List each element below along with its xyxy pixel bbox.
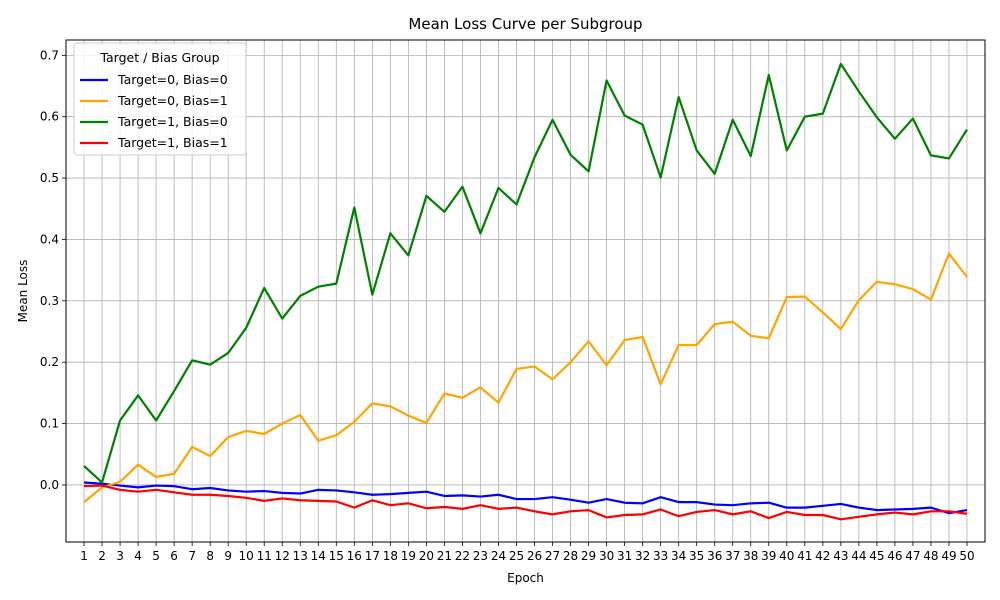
x-tick-label: 43 xyxy=(833,549,848,563)
x-tick-label: 42 xyxy=(815,549,830,563)
x-tick-label: 22 xyxy=(455,549,470,563)
x-tick-label: 13 xyxy=(293,549,308,563)
y-tick-label: 0.0 xyxy=(40,478,59,492)
series-lines xyxy=(83,62,968,521)
x-tick-label: 39 xyxy=(761,549,776,563)
x-tick-label: 11 xyxy=(257,549,272,563)
y-tick-label: 0.2 xyxy=(40,355,59,369)
y-tick-label: 0.6 xyxy=(40,110,59,124)
x-tick-label: 9 xyxy=(224,549,232,563)
x-tick-label: 46 xyxy=(887,549,902,563)
x-tick-label: 6 xyxy=(170,549,178,563)
x-tick-label: 17 xyxy=(365,549,380,563)
x-tick-label: 33 xyxy=(653,549,668,563)
x-axis-label: Epoch xyxy=(507,571,544,585)
y-tick-label: 0.1 xyxy=(40,417,59,431)
x-tick-label: 24 xyxy=(491,549,506,563)
x-tick-label: 50 xyxy=(959,549,974,563)
legend-label-3: Target=1, Bias=0 xyxy=(117,114,228,129)
y-tick-label: 0.5 xyxy=(40,171,59,185)
x-tick-label: 14 xyxy=(311,549,326,563)
x-tick-label: 23 xyxy=(473,549,488,563)
x-tick-label: 40 xyxy=(779,549,794,563)
x-tick-label: 30 xyxy=(599,549,614,563)
legend-box xyxy=(73,42,247,156)
x-tick-label: 1 xyxy=(80,549,88,563)
x-tick-label: 49 xyxy=(941,549,956,563)
x-tick-label: 45 xyxy=(869,549,884,563)
x-tick-label: 35 xyxy=(689,549,704,563)
x-tick-label: 20 xyxy=(419,549,434,563)
x-tick-label: 25 xyxy=(509,549,524,563)
x-tick-label: 47 xyxy=(905,549,920,563)
x-tick-label: 36 xyxy=(707,549,722,563)
legend-title: Target / Bias Group xyxy=(99,50,219,65)
plot-frame xyxy=(65,39,986,543)
x-tick-label: 41 xyxy=(797,549,812,563)
legend: Target / Bias Group Target=0, Bias=0Targ… xyxy=(73,42,247,156)
x-tick-label: 31 xyxy=(617,549,632,563)
x-tick-label: 10 xyxy=(239,549,254,563)
x-tick-label: 38 xyxy=(743,549,758,563)
y-tick-label: 0.4 xyxy=(40,232,59,246)
x-tick-label: 29 xyxy=(581,549,596,563)
x-tick-label: 12 xyxy=(275,549,290,563)
x-tick-label: 3 xyxy=(116,549,124,563)
x-tick-label: 34 xyxy=(671,549,686,563)
x-tick-label: 28 xyxy=(563,549,578,563)
x-tick-label: 48 xyxy=(923,549,938,563)
x-tick-label: 5 xyxy=(152,549,160,563)
x-tick-label: 44 xyxy=(851,549,866,563)
x-tick-label: 15 xyxy=(329,549,344,563)
x-tick-label: 16 xyxy=(347,549,362,563)
x-tick-label: 4 xyxy=(134,549,142,563)
x-tick-label: 32 xyxy=(635,549,650,563)
y-tick-label: 0.7 xyxy=(40,48,59,62)
series-line-2 xyxy=(83,252,968,503)
y-axis-label: Mean Loss xyxy=(16,260,30,323)
x-tick-label: 26 xyxy=(527,549,542,563)
series-line-1 xyxy=(83,481,968,515)
x-tick-label: 19 xyxy=(401,549,416,563)
chart-title: Mean Loss Curve per Subgroup xyxy=(408,15,642,33)
legend-label-4: Target=1, Bias=1 xyxy=(117,135,228,150)
x-tick-label: 7 xyxy=(188,549,196,563)
x-tick-label: 27 xyxy=(545,549,560,563)
x-tick-label: 18 xyxy=(383,549,398,563)
x-tick-label: 2 xyxy=(98,549,106,563)
ticks: 1 2 3 4 5 6 7 8 9 10 11 12 13 14 15 16 17 18 19 20 21 22 23 24 2… xyxy=(40,48,975,563)
legend-label-1: Target=0, Bias=0 xyxy=(117,72,228,87)
x-tick-label: 37 xyxy=(725,549,740,563)
y-tick-label: 0.3 xyxy=(40,294,59,308)
series-line-4 xyxy=(83,484,968,521)
x-tick-label: 8 xyxy=(206,549,214,563)
x-tick-label: 21 xyxy=(437,549,452,563)
legend-label-2: Target=0, Bias=1 xyxy=(117,93,228,108)
series-line-3 xyxy=(83,62,968,484)
legend-entries: Target=0, Bias=0 Target=0, Bias=1 Target=1… xyxy=(80,72,228,150)
